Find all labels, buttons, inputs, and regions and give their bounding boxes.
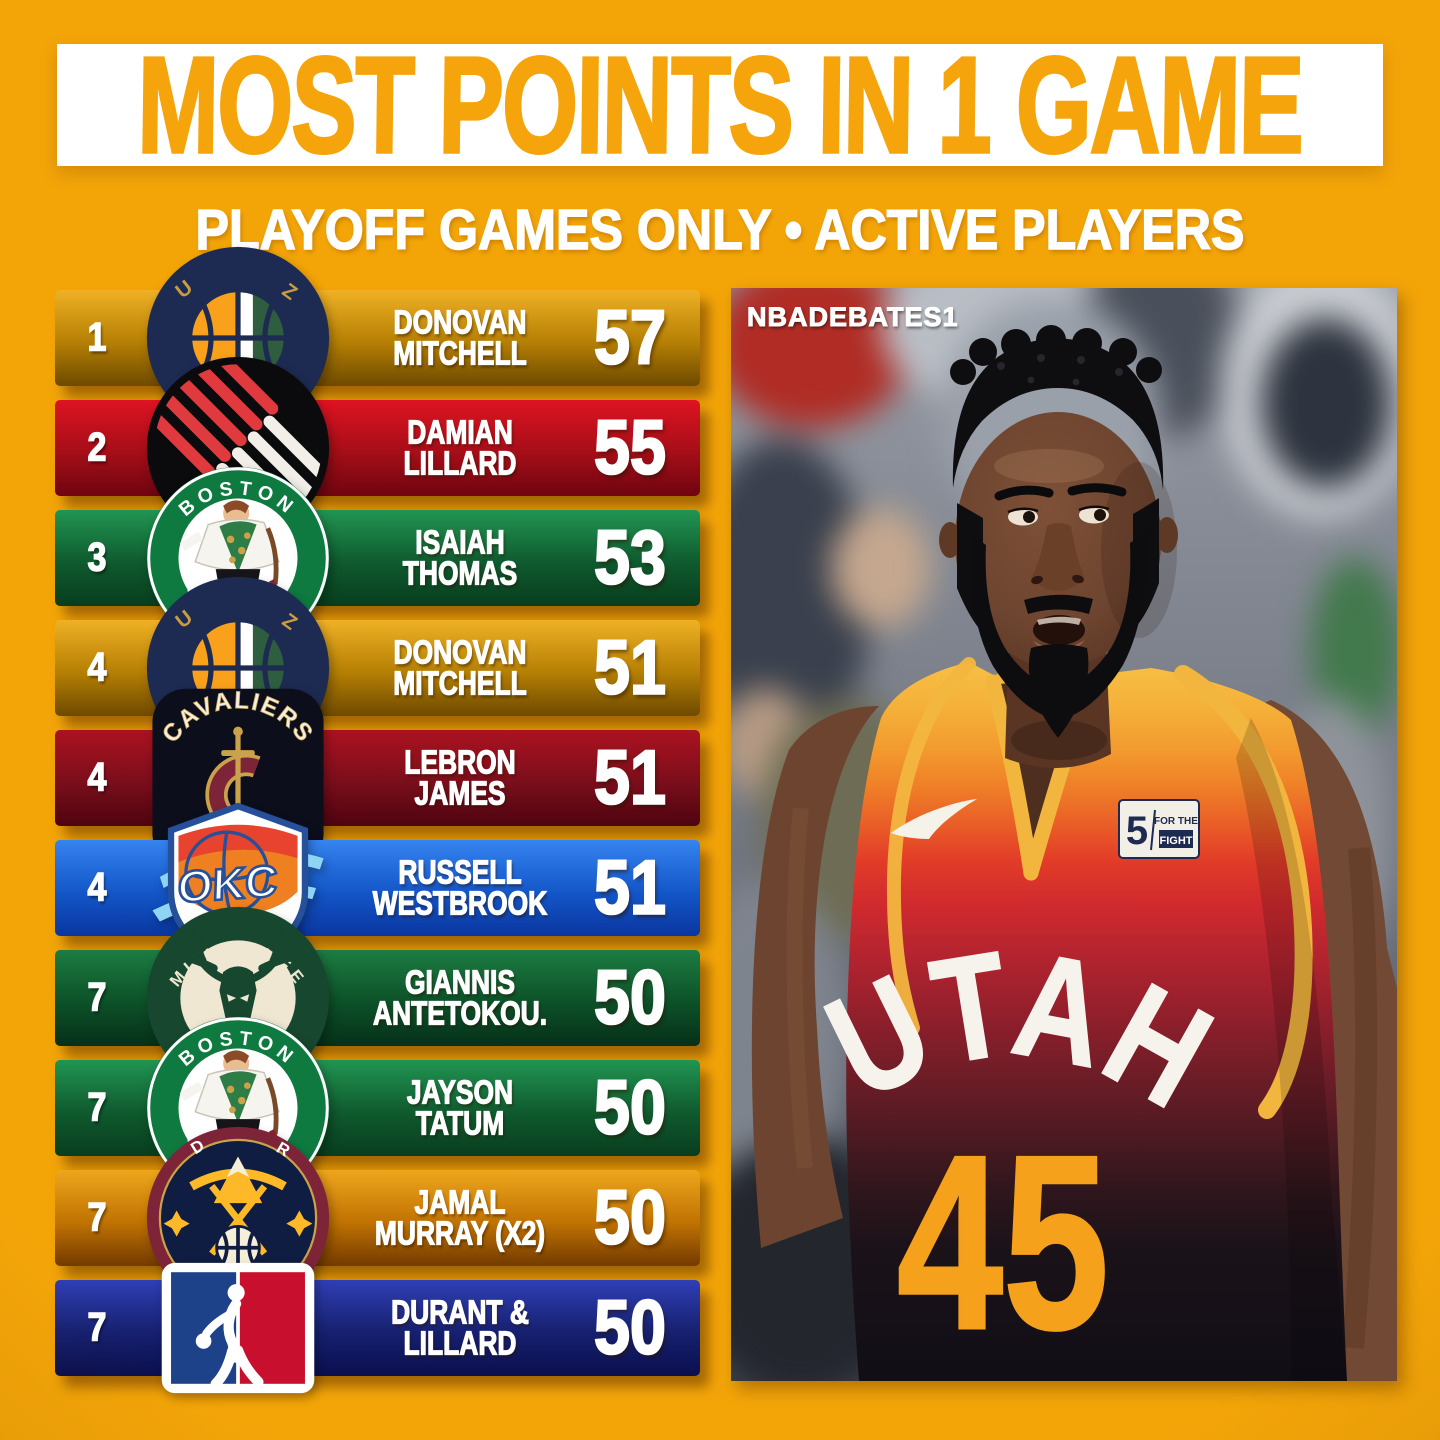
table-row-thunder: 4 RUSSELL WESTBROOK 51 bbox=[55, 840, 700, 936]
player-name: LEBRON JAMES bbox=[404, 743, 517, 812]
rank-label: 7 bbox=[87, 1305, 107, 1351]
five-for-the-fight-patch: 5 FOR THE FIGHT bbox=[1118, 799, 1200, 859]
player-photo: 5 FOR THE FIGHT UTAH 45 bbox=[731, 288, 1397, 1381]
crowd-blob bbox=[831, 508, 931, 628]
table-row-cavaliers: 4 LEBRON JAMES 51 bbox=[55, 730, 700, 826]
player-head bbox=[939, 325, 1178, 769]
nike-swoosh-icon bbox=[891, 799, 977, 839]
points-value: 50 bbox=[593, 1064, 667, 1152]
player-name: DAMIAN LILLARD bbox=[403, 413, 517, 482]
nba-logo bbox=[145, 1235, 331, 1421]
rank-label: 7 bbox=[87, 1195, 107, 1241]
crowd-blob bbox=[1261, 318, 1391, 488]
watermark: NBADEBATES1 bbox=[747, 302, 959, 333]
rank-label: 4 bbox=[87, 645, 107, 691]
points-value: 51 bbox=[593, 624, 667, 712]
player-name: DONOVAN MITCHELL bbox=[393, 303, 527, 372]
rank-label: 4 bbox=[87, 865, 107, 911]
points-value: 50 bbox=[593, 954, 667, 1042]
table-row-nba: 7 DURANT & LILLARD 50 bbox=[55, 1280, 700, 1376]
points-value: 55 bbox=[593, 404, 667, 492]
table-row-bucks: 7 GIANNIS ANTETOKOU. 50 bbox=[55, 950, 700, 1046]
table-row-celtics: 3 ISAIAH THOMAS 53 bbox=[55, 510, 700, 606]
table-row-celtics: 7 JAYSON TATUM 50 bbox=[55, 1060, 700, 1156]
player-name: RUSSELL WESTBROOK bbox=[372, 853, 548, 922]
points-value: 57 bbox=[593, 294, 667, 382]
table-row-nuggets: 7 JAMAL MURRAY (X2) 50 bbox=[55, 1170, 700, 1266]
svg-text:FOR THE: FOR THE bbox=[1154, 816, 1198, 827]
points-value: 51 bbox=[593, 734, 667, 822]
points-value: 50 bbox=[593, 1174, 667, 1262]
rank-label: 3 bbox=[87, 535, 107, 581]
player-name: JAMAL MURRAY (X2) bbox=[374, 1183, 546, 1252]
page-title: MOST POINTS IN 1 GAME bbox=[135, 27, 1305, 182]
points-value: 53 bbox=[593, 514, 667, 602]
player-name: JAYSON TATUM bbox=[406, 1073, 514, 1142]
player-name: DURANT & LILLARD bbox=[391, 1293, 530, 1362]
rank-label: 7 bbox=[87, 1085, 107, 1131]
rank-label: 1 bbox=[87, 315, 107, 361]
rank-label: 4 bbox=[87, 755, 107, 801]
ranking-rows: 1 DONOVAN MITCHELL 57 2 DAMIAN LILLARD 55 … bbox=[55, 290, 700, 1390]
rank-label: 2 bbox=[87, 425, 107, 471]
table-row-jazz: 1 DONOVAN MITCHELL 57 bbox=[55, 290, 700, 386]
rank-label: 7 bbox=[87, 975, 107, 1021]
points-value: 51 bbox=[593, 844, 667, 932]
player-illustration: 5 FOR THE FIGHT UTAH 45 bbox=[751, 325, 1397, 1381]
title-banner: MOST POINTS IN 1 GAME bbox=[57, 27, 1383, 183]
page-subtitle: PLAYOFF GAMES ONLY • ACTIVE PLAYERS bbox=[195, 197, 1245, 263]
points-value: 50 bbox=[593, 1284, 667, 1372]
svg-text:FIGHT: FIGHT bbox=[1160, 835, 1193, 847]
player-name: ISAIAH THOMAS bbox=[402, 523, 518, 592]
jersey-number: 45 bbox=[897, 1103, 1109, 1381]
player-name: DONOVAN MITCHELL bbox=[393, 633, 527, 702]
player-name: GIANNIS ANTETOKOU. bbox=[372, 963, 548, 1032]
table-row-blazers: 2 DAMIAN LILLARD 55 bbox=[55, 400, 700, 496]
svg-text:5: 5 bbox=[1126, 809, 1148, 853]
jersey: 5 FOR THE FIGHT UTAH 45 bbox=[803, 657, 1347, 1381]
